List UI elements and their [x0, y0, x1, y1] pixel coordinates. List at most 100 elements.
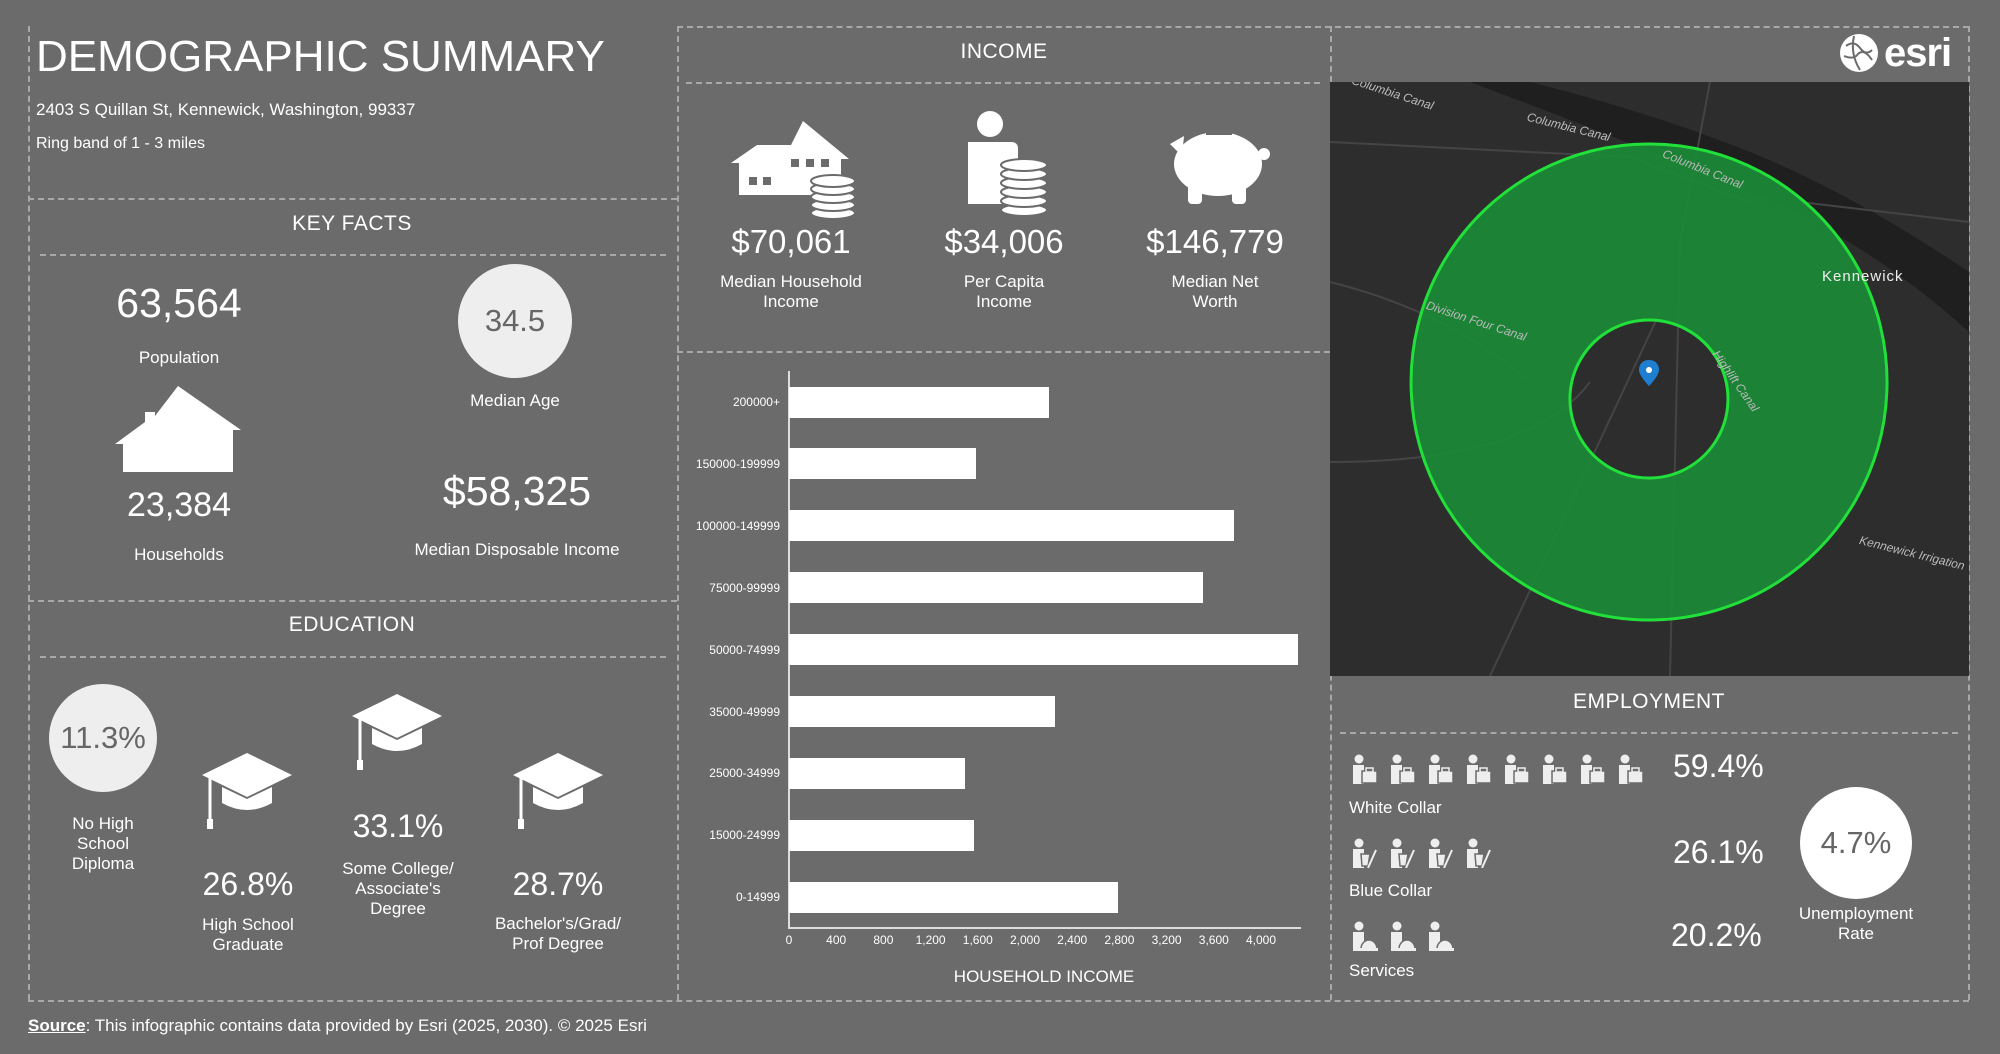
median-hh-income-label: Median Household Income	[720, 272, 862, 311]
category-label: 75000-99999	[709, 580, 780, 595]
per-capita-income-label: Per Capita Income	[963, 272, 1045, 311]
white-collar-label: White Collar	[1349, 798, 1442, 817]
x-tick-label: 1,600	[962, 933, 993, 947]
median-age-label: Median Age	[470, 391, 560, 410]
x-tick-label: 800	[873, 933, 894, 947]
map-canvas	[1330, 82, 1969, 676]
households-label: Households	[134, 545, 224, 564]
graduation-cap-icon	[202, 753, 292, 833]
globe-icon	[1840, 34, 1878, 72]
bar-150000-199999	[789, 448, 977, 480]
worker-broom-icon	[1388, 838, 1416, 868]
education-title: EDUCATION	[288, 613, 416, 636]
median-age-circle: 34.5	[458, 264, 572, 378]
hs-graduate-label: High School Graduate	[202, 915, 294, 954]
frame-border	[28, 26, 30, 1000]
worker-briefcase-icon	[1350, 754, 1378, 784]
bar-100000-149999	[789, 510, 1234, 542]
worker-briefcase-icon	[1616, 754, 1644, 784]
frame-border	[1968, 26, 1970, 1000]
bachelors-label: Bachelor's/Grad/ Prof Degree	[494, 914, 622, 953]
income-title: INCOME	[960, 40, 1048, 63]
per-capita-income-value: $34,006	[944, 223, 1064, 260]
key-facts-title: KEY FACTS	[292, 212, 412, 235]
esri-logo: esri	[1838, 32, 1952, 74]
some-college-value: 33.1%	[352, 808, 444, 844]
divider	[686, 82, 1320, 84]
services-label: Services	[1349, 961, 1415, 980]
x-tick-label: 400	[826, 933, 847, 947]
graduation-cap-icon	[352, 694, 442, 774]
median-hh-income-value: $70,061	[731, 223, 851, 260]
piggy-bank-icon	[1160, 124, 1270, 206]
category-label: 200000+	[732, 395, 780, 409]
x-tick-label: 0	[785, 933, 793, 947]
blue-collar-label: Blue Collar	[1349, 881, 1433, 900]
worker-broom-icon	[1464, 838, 1492, 868]
white-collar-icons	[1350, 754, 1644, 784]
column-divider	[677, 26, 679, 1000]
population-value: 63,564	[116, 280, 242, 326]
frame-border	[28, 1000, 1969, 1002]
worker-briefcase-icon	[1540, 754, 1568, 784]
bachelors-value: 28.7%	[512, 866, 604, 902]
x-axis	[788, 927, 1301, 929]
no-diploma-label: No High School Diploma	[71, 814, 135, 873]
ring-band-area	[1409, 142, 1889, 622]
category-label: 35000-49999	[709, 704, 780, 719]
ring-band: Ring band of 1 - 3 miles	[36, 135, 205, 152]
bar-15000-24999	[789, 819, 974, 851]
worker-broom-icon	[1426, 838, 1454, 868]
worker-broom-icon	[1350, 838, 1378, 868]
category-label: 0-14999	[735, 890, 780, 905]
page-title: DEMOGRAPHIC SUMMARY	[36, 32, 605, 81]
category-label: 150000-199999	[695, 456, 780, 471]
address: 2403 S Quillan St, Kennewick, Washington…	[36, 100, 416, 119]
worker-briefcase-icon	[1426, 754, 1454, 784]
no-diploma-circle: 11.3%	[49, 684, 157, 792]
house-coins-icon	[731, 121, 855, 219]
x-tick-label: 2,000	[1009, 933, 1041, 947]
services-icons	[1350, 921, 1454, 951]
worker-bell-icon	[1350, 921, 1378, 951]
unemployment-label: Unemployment Rate	[1798, 904, 1914, 943]
frame-border	[677, 26, 1969, 28]
worker-bell-icon	[1426, 921, 1454, 951]
population-label: Population	[138, 348, 220, 367]
services-value: 20.2%	[1671, 917, 1762, 953]
divider	[40, 254, 666, 256]
unemployment-circle: 4.7%	[1800, 787, 1912, 899]
blue-collar-icons	[1350, 838, 1492, 868]
x-tick-label: 3,200	[1151, 933, 1182, 947]
hs-graduate-value: 26.8%	[202, 866, 294, 902]
source-link[interactable]: Source	[28, 1016, 86, 1035]
divider	[40, 656, 666, 658]
x-tick-label: 2,400	[1057, 933, 1088, 947]
category-label: 15000-24999	[709, 828, 780, 843]
source-text: : This infographic contains data provide…	[85, 1016, 647, 1035]
category-label: 50000-74999	[709, 642, 780, 657]
x-tick-label: 3,600	[1198, 933, 1229, 947]
map[interactable]: Columbia Canal Columbia Canal Columbia C…	[1330, 82, 1969, 676]
white-collar-value: 59.4%	[1673, 748, 1764, 784]
worker-briefcase-icon	[1578, 754, 1606, 784]
disposable-income-label: Median Disposable Income	[414, 540, 620, 559]
category-label: 100000-149999	[695, 518, 780, 533]
bar-200000+	[789, 386, 1049, 418]
worker-briefcase-icon	[1464, 754, 1492, 784]
worker-briefcase-icon	[1388, 754, 1416, 784]
bar-25000-34999	[789, 757, 965, 789]
disposable-income-value: $58,325	[442, 468, 592, 514]
bar-75000-99999	[789, 572, 1204, 604]
worker-bell-icon	[1388, 921, 1416, 951]
x-tick-label: 1,200	[915, 933, 946, 947]
net-worth-value: $146,779	[1146, 223, 1284, 260]
graduation-cap-icon	[513, 753, 603, 833]
map-label: Kennewick	[1822, 268, 1904, 285]
house-icon	[115, 386, 241, 472]
net-worth-label: Median Net Worth	[1171, 272, 1259, 311]
category-label: 25000-34999	[709, 766, 780, 781]
divider	[677, 351, 1330, 353]
divider	[28, 198, 677, 200]
x-axis-title: HOUSEHOLD INCOME	[953, 967, 1135, 986]
